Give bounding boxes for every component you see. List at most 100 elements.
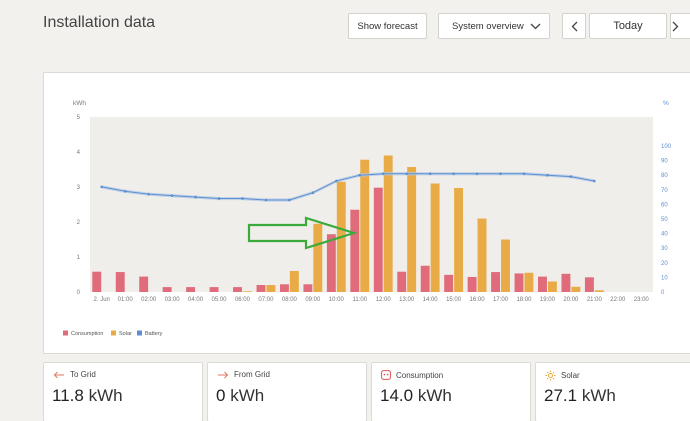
y-tick-label: 1 (77, 255, 81, 261)
consumption-bar (115, 272, 125, 292)
stat-value: 14.0 (380, 386, 414, 405)
outlet-icon (381, 370, 391, 380)
solar-bar (242, 291, 252, 292)
battery-point (311, 191, 315, 195)
stat-value: 0 (216, 386, 226, 405)
consumption-bar (514, 273, 524, 292)
battery-point (499, 172, 502, 176)
battery-point (381, 172, 385, 176)
battery-point (569, 175, 573, 178)
battery-point (147, 192, 150, 196)
view-select-value: System overview (452, 20, 524, 32)
y-tick-label: 5 (77, 115, 81, 121)
stat-label: Solar (561, 371, 580, 380)
x-tick-label: 14:00 (423, 297, 439, 303)
battery-point (358, 173, 362, 177)
x-tick-label: 09:00 (305, 297, 321, 303)
consumption-bar (350, 209, 360, 292)
solar-bar (313, 223, 323, 292)
x-tick-label: 22:00 (610, 297, 626, 303)
x-tick-label: 10:00 (329, 297, 345, 303)
consumption-bar (444, 274, 454, 292)
y2-tick-label: 60 (661, 202, 668, 208)
solar-bar (266, 285, 276, 292)
consumption-bar (303, 284, 313, 292)
y-tick-label: 3 (77, 185, 81, 191)
x-tick-label: 02:00 (141, 297, 157, 303)
battery-point (288, 198, 291, 202)
solar-bar (383, 155, 393, 292)
solar-bar (289, 271, 299, 292)
x-tick-label: 21:00 (587, 297, 603, 303)
battery-line (101, 173, 595, 201)
x-tick-label: 12:00 (376, 297, 392, 303)
solar-bar (524, 272, 534, 292)
next-day-button[interactable] (670, 13, 690, 39)
x-tick-label: 23:00 (634, 297, 650, 303)
x-tick-label: 11:00 (352, 297, 367, 303)
y-tick-label: 2 (77, 220, 81, 226)
consumption-bar (256, 285, 266, 292)
consumption-bar (186, 287, 196, 292)
arrow-left-icon (53, 371, 64, 378)
stat-card-to-grid[interactable]: To Grid 11.8 kWh (43, 362, 203, 421)
solar-bar (594, 290, 604, 292)
solar-bar (430, 183, 440, 292)
show-forecast-button[interactable]: Show forecast (348, 13, 427, 39)
plot-area (90, 117, 653, 292)
installation-chart-card: kWh% 0 1 2 3 4 5 0 10 20 30 40 50 60 70 80 90 100 2. Jun 01… (43, 72, 690, 354)
legend-label: Consumption (71, 331, 103, 337)
x-tick-label: 08:00 (282, 297, 298, 303)
chevron-right-icon (672, 21, 679, 31)
x-tick-label: 18:00 (516, 297, 532, 303)
y2-tick-label: 10 (661, 275, 668, 281)
y2-tick-label: 70 (661, 188, 668, 194)
view-select[interactable]: System overview (438, 13, 550, 39)
consumption-bar (561, 273, 571, 292)
stat-unit: kWh (581, 386, 616, 405)
consumption-bar (584, 277, 594, 292)
x-tick-label: 03:00 (165, 297, 181, 303)
x-tick-label: 15:00 (446, 297, 462, 303)
y2-tick-label: 100 (661, 144, 672, 150)
x-tick-label: 19:00 (540, 297, 556, 303)
stat-value: 27.1 (544, 386, 578, 405)
solar-bar (547, 281, 557, 292)
solar-bar (571, 286, 581, 292)
consumption-bar (162, 287, 172, 292)
battery-point (428, 172, 432, 176)
battery-point (522, 172, 526, 176)
battery-point (170, 194, 174, 197)
battery-point (593, 179, 596, 183)
legend-label: Solar (119, 331, 132, 337)
battery-point (194, 195, 197, 199)
consumption-bar (92, 271, 102, 292)
y-tick-label: 0 (77, 290, 81, 296)
solar-bar (407, 167, 417, 292)
stat-unit: kWh (417, 386, 452, 405)
legend-swatch (63, 330, 68, 336)
y2-tick-label: 30 (661, 246, 668, 252)
solar-bar (501, 239, 510, 292)
battery-point (241, 197, 244, 200)
battery-point (335, 179, 338, 183)
y2-tick-label: 20 (661, 261, 668, 267)
consumption-bar (467, 276, 477, 292)
x-tick-label: 17:00 (493, 297, 509, 303)
stat-card-from-grid[interactable]: From Grid 0 kWh (207, 362, 367, 421)
consumption-bar (538, 276, 547, 292)
consumption-bar (373, 187, 383, 292)
consumption-bar (420, 265, 430, 292)
solar-bar (477, 218, 487, 292)
stat-card-solar[interactable]: Solar 27.1 kWh (535, 362, 690, 421)
previous-day-button[interactable] (562, 13, 586, 39)
stat-card-consumption[interactable]: Consumption 14.0 kWh (371, 362, 531, 421)
y2-tick-label: 50 (661, 217, 668, 223)
x-tick-label: 16:00 (470, 297, 486, 303)
arrow-right-icon (218, 371, 229, 378)
stat-value: 11.8 (52, 386, 84, 405)
today-button[interactable]: Today (589, 13, 667, 39)
battery-point (475, 172, 479, 176)
annotation-arrow (247, 216, 358, 250)
page-title: Installation data (43, 14, 156, 31)
